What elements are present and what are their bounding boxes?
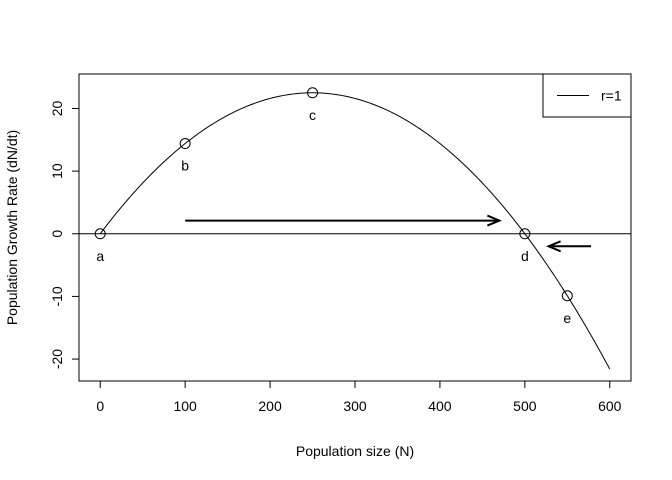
y-tick-label: -10 (49, 286, 65, 306)
arrow-left-head (546, 240, 562, 253)
plot-frame (78, 73, 632, 382)
arrow-right-head (486, 214, 502, 227)
x-tick-label: 400 (428, 398, 452, 414)
growth-curve-line (99, 92, 611, 370)
plot-area: a b c d e (79, 87, 631, 370)
point-label-c: c (309, 107, 316, 123)
x-tick-label: 0 (96, 398, 104, 414)
point-marker-b (179, 138, 191, 150)
y-tick-label: -20 (49, 349, 65, 369)
y-axis-label: Population Growth Rate (dN/dt) (4, 130, 20, 325)
point-marker-d (519, 228, 531, 240)
point-label-b: b (181, 158, 189, 174)
y-tick-label: 10 (49, 163, 65, 179)
point-label-d: d (521, 248, 529, 264)
y-tick-label: 0 (49, 230, 65, 238)
x-tick-label: 200 (258, 398, 282, 414)
x-tick-label: 600 (598, 398, 622, 414)
point-marker-e (561, 290, 573, 302)
legend: r=1 (542, 73, 632, 118)
legend-entry-label: r=1 (601, 88, 622, 104)
y-tick-label: 20 (49, 100, 65, 116)
point-marker-c (307, 87, 319, 99)
point-marker-a (94, 228, 106, 240)
axes: 0 100 200 300 400 500 600 -20 -10 0 10 20 (49, 73, 632, 414)
point-label-a: a (96, 248, 104, 264)
point-label-e: e (563, 310, 571, 326)
x-axis-label: Population size (N) (296, 443, 414, 459)
x-tick-label: 100 (173, 398, 197, 414)
x-tick-label: 300 (343, 398, 367, 414)
x-tick-label: 500 (513, 398, 537, 414)
